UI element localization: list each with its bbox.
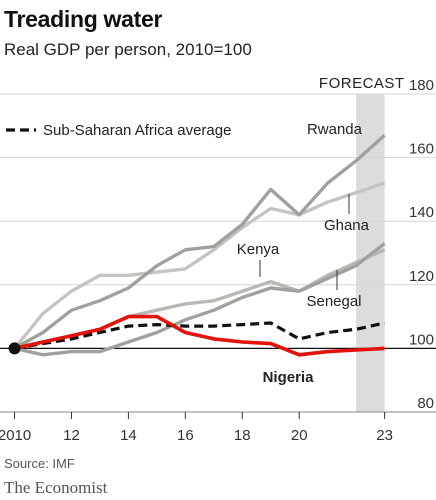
series-line-sub-saharan-africa-average <box>14 321 385 350</box>
chart-subtitle: Real GDP per person, 2010=100 <box>4 40 252 59</box>
y-tick-label: 160 <box>409 141 434 158</box>
series-line-nigeria <box>14 314 385 357</box>
x-tick-label: 20 <box>291 427 308 444</box>
x-tick-label: 23 <box>376 427 393 444</box>
label-nigeria: Nigeria <box>263 369 315 386</box>
source-note: Source: IMF <box>4 456 75 471</box>
x-tick-label: 2010 <box>0 427 31 444</box>
y-tick-label: 140 <box>409 204 434 221</box>
label-ghana: Ghana <box>324 217 370 234</box>
forecast-label: FORECAST <box>319 75 405 92</box>
x-tick-label: 12 <box>63 427 80 444</box>
y-tick-label: 80 <box>417 395 434 412</box>
label-rwanda: Rwanda <box>307 121 363 138</box>
x-tick-label: 14 <box>120 427 137 444</box>
x-tick-label: 16 <box>177 427 194 444</box>
origin-point <box>8 342 21 355</box>
y-tick-label: 120 <box>409 268 434 285</box>
label-senegal: Senegal <box>306 293 361 310</box>
series-line-rwanda <box>13 134 386 350</box>
y-tick-label: 100 <box>409 331 434 348</box>
chart-title: Treading water <box>4 6 163 32</box>
publisher-brand: The Economist <box>4 478 108 497</box>
x-tick-label: 18 <box>234 427 251 444</box>
label-kenya: Kenya <box>237 241 280 258</box>
series-line-ghana <box>13 181 386 350</box>
series-line-senegal <box>14 242 386 357</box>
y-tick-label: 180 <box>409 77 434 94</box>
legend-label: Sub-Saharan Africa average <box>43 122 231 139</box>
